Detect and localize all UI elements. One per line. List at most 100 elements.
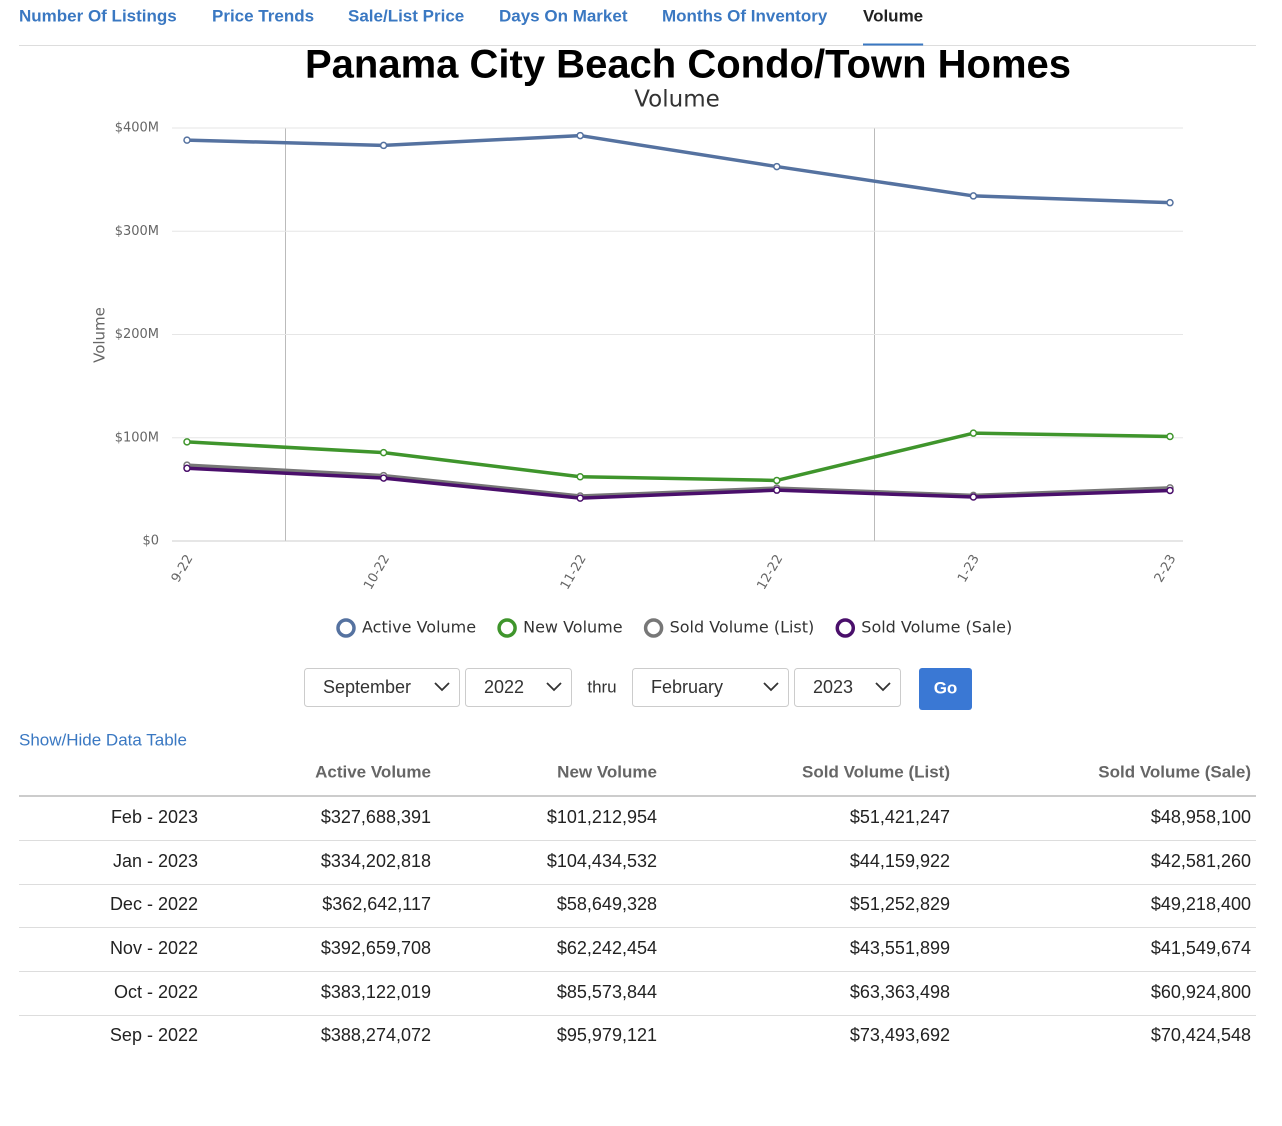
table-cell: $85,573,844 xyxy=(557,982,657,1002)
series-line xyxy=(186,466,1171,500)
data-point xyxy=(1166,486,1174,495)
thru-label: thru xyxy=(587,677,616,696)
table-cell: $48,958,100 xyxy=(1151,807,1251,827)
table-cell: $63,363,498 xyxy=(850,982,950,1002)
legend: Active Volume New Volume Sold Volume (List… xyxy=(336,618,1012,638)
x-tick-label: 11-22 xyxy=(558,552,590,592)
legend-marker xyxy=(643,618,664,638)
data-point xyxy=(1166,198,1174,207)
nav-tab[interactable]: Months Of Inventory xyxy=(662,6,828,25)
legend-marker xyxy=(497,618,517,638)
table-cell: $383,122,019 xyxy=(321,982,431,1002)
table-cell: $388,274,072 xyxy=(321,1025,431,1045)
data-point xyxy=(576,472,584,481)
table-cell: $392,659,708 xyxy=(321,938,431,958)
nav-tab[interactable]: Number Of Listings xyxy=(19,6,177,25)
row-label: Sep - 2022 xyxy=(110,1025,198,1045)
from-year-select-box[interactable] xyxy=(465,668,572,707)
data-point xyxy=(773,476,781,485)
table-cell: $95,979,121 xyxy=(557,1025,657,1045)
to-month-select: February xyxy=(651,677,723,697)
table-cell: $104,434,532 xyxy=(547,851,657,871)
table-header: Active Volume xyxy=(315,762,431,781)
data-point xyxy=(183,438,191,446)
table-cell: $41,549,674 xyxy=(1151,938,1251,958)
from-month-select-box[interactable] xyxy=(304,668,460,707)
data-point xyxy=(1166,432,1174,441)
data-point xyxy=(969,429,978,437)
table-cell: $44,159,922 xyxy=(850,851,950,871)
go-button-label: Go xyxy=(934,678,958,697)
data-point xyxy=(379,448,388,457)
data-point xyxy=(379,141,388,150)
table-cell: $58,649,328 xyxy=(557,894,657,914)
legend-marker xyxy=(336,618,356,638)
x-tick-label: 10-22 xyxy=(361,552,393,592)
table-cell: $73,493,692 xyxy=(850,1025,950,1045)
table-header: New Volume xyxy=(557,762,657,781)
table-cell: $51,252,829 xyxy=(850,894,950,914)
dropdown-chevron xyxy=(546,682,562,692)
row-label: Feb - 2023 xyxy=(111,807,198,827)
row-label: Nov - 2022 xyxy=(110,938,198,958)
go-button[interactable] xyxy=(919,668,972,710)
data-point xyxy=(969,493,978,501)
legend-marker xyxy=(835,618,856,638)
to-month-select-box[interactable] xyxy=(632,668,789,707)
data-point xyxy=(773,486,781,494)
data-point xyxy=(576,131,584,140)
table-cell: $362,642,117 xyxy=(322,894,431,914)
nav-tab[interactable]: Volume xyxy=(863,6,923,25)
nav-tab[interactable]: Price Trends xyxy=(212,6,314,25)
table-cell: $327,688,391 xyxy=(321,807,431,827)
chart-subtitle: Volume xyxy=(634,87,720,113)
y-tick-label: $0 xyxy=(142,534,159,549)
data-point xyxy=(379,474,388,482)
legend-label[interactable]: Sold Volume (List) xyxy=(670,618,815,637)
table-cell: $43,551,899 xyxy=(850,938,950,958)
y-tick-label: $100M xyxy=(115,430,159,445)
table-cell: $62,242,454 xyxy=(557,938,657,958)
table-header: Sold Volume (Sale) xyxy=(1098,762,1251,781)
dropdown-chevron xyxy=(875,682,891,692)
table-toggle[interactable]: Show/Hide Data Table xyxy=(19,730,187,749)
data-point xyxy=(773,162,781,171)
x-tick-label: 9-22 xyxy=(169,552,197,585)
y-tick-label: $400M xyxy=(115,121,159,136)
data-point xyxy=(969,192,978,200)
legend-label[interactable]: Active Volume xyxy=(362,618,476,637)
table-cell: $101,212,954 xyxy=(547,807,657,827)
to-year-select: 2023 xyxy=(813,677,853,697)
row-label: Jan - 2023 xyxy=(113,851,198,871)
x-tick-label: 2-23 xyxy=(1152,552,1180,585)
series-line xyxy=(186,431,1171,483)
to-year-select-box[interactable] xyxy=(794,668,901,707)
nav-tab[interactable]: Days On Market xyxy=(499,6,628,25)
y-tick-label: $300M xyxy=(115,224,159,239)
dropdown-chevron xyxy=(763,682,779,692)
legend-label[interactable]: New Volume xyxy=(523,618,623,637)
table-header: Sold Volume (List) xyxy=(802,762,950,781)
y-tick-label: $200M xyxy=(115,327,159,342)
data-point xyxy=(576,494,584,502)
series-line xyxy=(186,463,1171,498)
legend-label[interactable]: Sold Volume (Sale) xyxy=(861,618,1012,637)
chart-title: Panama City Beach Condo/Town Homes xyxy=(305,43,1071,87)
series-line xyxy=(186,133,1171,205)
row-label: Oct - 2022 xyxy=(114,982,198,1002)
table-cell: $70,424,548 xyxy=(1151,1025,1251,1045)
data-point xyxy=(183,136,191,144)
table-cell: $42,581,260 xyxy=(1151,851,1251,871)
table-cell: $60,924,800 xyxy=(1151,982,1251,1002)
from-month-select: September xyxy=(323,677,411,697)
dropdown-chevron xyxy=(434,682,450,692)
x-tick-label: 1-23 xyxy=(955,552,983,585)
row-label: Dec - 2022 xyxy=(110,894,198,914)
from-year-select: 2022 xyxy=(484,677,524,697)
nav-tab[interactable]: Sale/List Price xyxy=(348,6,464,25)
y-axis-label: Volume xyxy=(91,307,109,363)
table-cell: $51,421,247 xyxy=(850,807,950,827)
x-tick-label: 12-22 xyxy=(754,552,786,592)
